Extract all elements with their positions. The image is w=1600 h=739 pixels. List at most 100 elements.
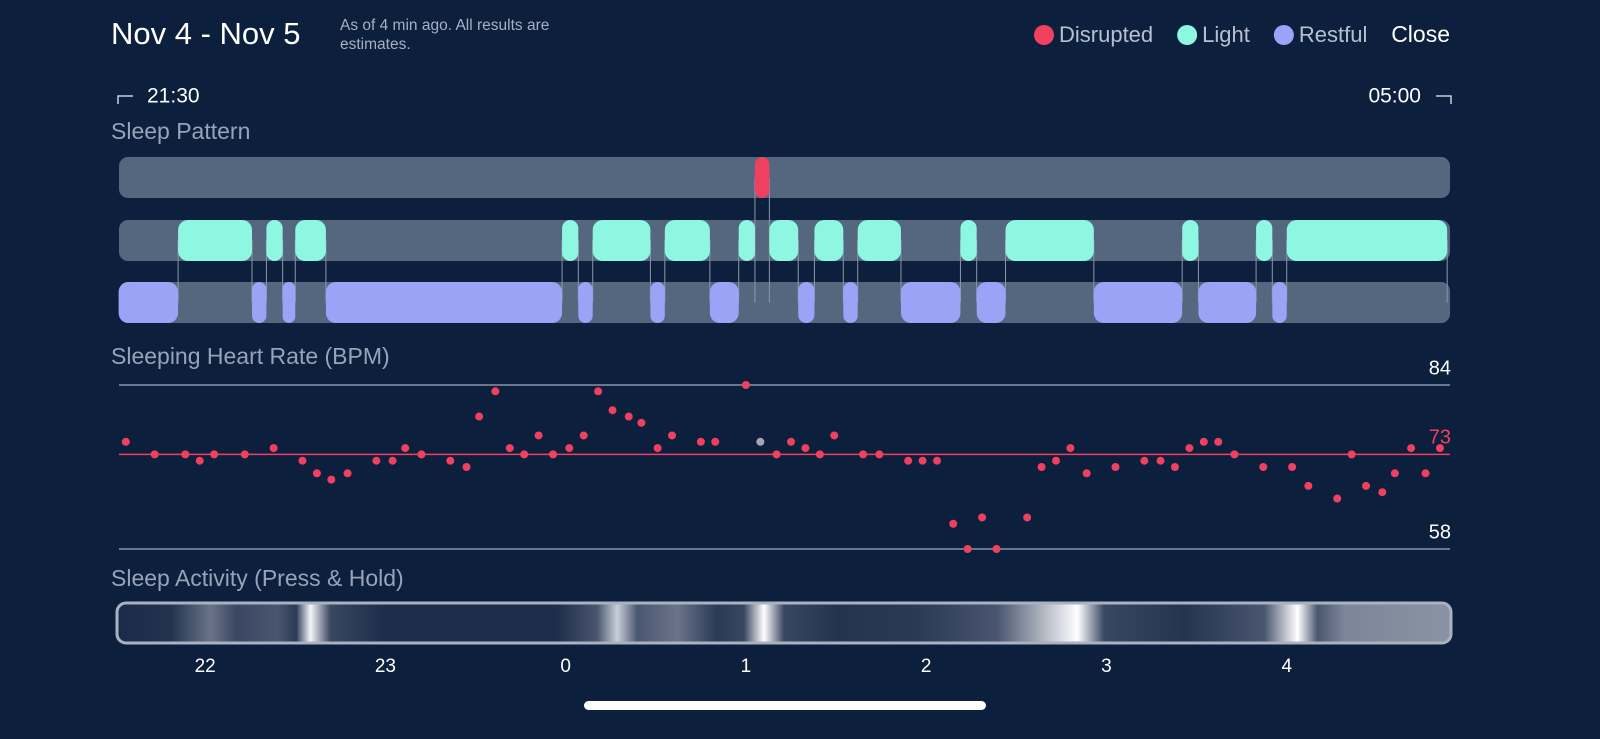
x-tick-label: 0 [560,656,571,677]
legend-label: Restful [1299,22,1367,47]
heart-rate-point [210,450,219,459]
heart-rate-point [534,431,543,440]
heart-rate-point [565,444,574,453]
heart-rate-point [1214,437,1223,446]
heart-rate-point [992,545,1001,553]
heart-rate-point [904,456,913,465]
stage-segment [282,282,296,323]
start-time: 21:30 [147,85,200,108]
heart-rate-point [594,387,603,396]
heart-rate-point [1288,463,1297,471]
heart-rate-point [978,513,987,522]
heart-rate-point [417,450,426,459]
heart-rate-point [1140,456,1149,465]
x-tick-label: 3 [1101,656,1112,677]
stage-segment [1286,220,1448,261]
average-label: 73 [1429,427,1451,449]
stage-track [119,157,1450,198]
heart-rate-point [830,431,839,440]
end-time: 05:00 [1368,85,1421,108]
heart-rate-point [1390,469,1399,478]
heart-rate-point [801,444,810,453]
heart-rate-point [1378,488,1387,497]
heart-rate-point [1082,469,1091,478]
home-indicator [584,701,986,710]
heart-rate-point [372,456,381,465]
x-tick-label: 1 [741,656,752,677]
heart-rate-point [949,519,958,528]
heart-rate-point [1259,463,1268,471]
section-title: Sleeping Heart Rate (BPM) [111,343,390,369]
stage-segment [1093,282,1183,323]
heart-rate-point [875,450,884,459]
x-tick-label: 2 [921,656,932,677]
stage-segment [843,282,858,323]
heart-rate-point [549,450,558,459]
heart-rate-point [711,437,720,446]
legend-label: Disrupted [1059,22,1153,47]
heart-rate-point [653,444,662,453]
x-tick-label: 23 [375,656,396,677]
section-title: Sleep Pattern [111,118,250,144]
stage-segment [769,220,799,261]
heart-rate-point [520,450,529,459]
stage-segment [738,220,755,261]
stage-segment [650,282,665,323]
heart-rate-point [1066,444,1075,453]
heart-rate-point [388,456,397,465]
heart-rate-point [859,450,868,459]
stage-segment [562,220,579,261]
stage-segment [1272,282,1287,323]
heart-rate-point [462,463,471,471]
heart-rate-point [1333,494,1342,503]
heart-rate-point [1362,481,1371,490]
heart-rate-point [1347,450,1356,459]
stage-segment [325,282,563,323]
stage-segment [857,220,901,261]
heart-rate-point [195,456,204,465]
range-bracket [117,95,1452,104]
stage-segment [295,220,326,261]
close-button[interactable]: Close [1391,21,1450,47]
heart-rate-point [1156,456,1165,465]
stage-segment [266,220,283,261]
legend-swatch [1034,25,1054,45]
heart-rate-point [756,437,765,446]
stage-segment [900,282,961,323]
heart-rate-point [150,450,159,459]
heart-rate-point [1051,456,1060,465]
heart-rate-point [1037,463,1046,471]
stage-segment [976,282,1006,323]
stage-segment [798,282,815,323]
heart-rate-point [933,456,942,465]
stage-segment [960,220,977,261]
stage-segment [578,282,593,323]
stage-segment [1198,282,1257,323]
heart-rate-point [446,456,455,465]
heart-rate-point [1421,469,1430,478]
heart-rate-point [1407,444,1416,453]
activity-bar[interactable] [115,601,1453,645]
legend-swatch [1273,25,1294,45]
y-tick-label: 58 [1429,521,1451,543]
stage-segment [178,220,253,261]
heart-rate-point [815,450,824,459]
x-tick-label: 22 [195,656,216,677]
heart-rate-point [327,475,336,484]
heart-rate-point [1185,444,1194,453]
heart-rate-point [741,381,750,389]
x-tick-label: 4 [1281,656,1292,677]
heart-rate-point [181,450,190,459]
stage-segment [1182,220,1199,261]
heart-rate-point [637,418,646,427]
stage-segment [1256,220,1273,261]
heart-rate-point [1111,463,1120,471]
title: Nov 4 - Nov 5 [111,16,301,51]
heart-rate-point [963,545,972,553]
heart-rate-point [475,412,484,421]
heart-rate-point [343,469,352,478]
heart-rate-point [1230,450,1239,459]
section-title: Sleep Activity (Press & Hold) [111,565,404,591]
legend-label: Light [1202,22,1250,47]
